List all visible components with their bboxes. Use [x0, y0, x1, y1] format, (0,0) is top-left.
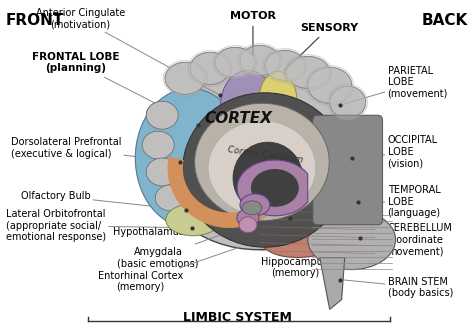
Ellipse shape: [308, 67, 352, 103]
Text: Dorsolateral Prefrontal
(executive & logical): Dorsolateral Prefrontal (executive & log…: [11, 137, 180, 162]
Ellipse shape: [182, 93, 347, 247]
Text: Hypothalamus: Hypothalamus: [113, 208, 252, 237]
Ellipse shape: [142, 131, 174, 159]
Ellipse shape: [168, 208, 196, 232]
Text: Amygdala
(basic emotions): Amygdala (basic emotions): [118, 225, 248, 269]
Ellipse shape: [163, 60, 207, 96]
Ellipse shape: [259, 192, 376, 258]
Ellipse shape: [155, 185, 185, 211]
Ellipse shape: [190, 52, 230, 85]
Ellipse shape: [263, 48, 307, 82]
Polygon shape: [237, 160, 308, 216]
Ellipse shape: [146, 101, 178, 129]
Text: Entorhinal Cortex
(memory): Entorhinal Cortex (memory): [98, 248, 238, 292]
Ellipse shape: [168, 208, 196, 232]
Ellipse shape: [220, 70, 275, 140]
Ellipse shape: [286, 56, 330, 88]
Ellipse shape: [265, 50, 305, 80]
Ellipse shape: [165, 62, 205, 94]
FancyBboxPatch shape: [313, 115, 383, 225]
Ellipse shape: [259, 71, 297, 129]
Ellipse shape: [306, 65, 354, 105]
Text: FRONT: FRONT: [6, 13, 64, 28]
Ellipse shape: [208, 121, 316, 215]
Ellipse shape: [240, 45, 280, 75]
Text: BRAIN STEM
(body basics): BRAIN STEM (body basics): [340, 277, 453, 298]
Text: TEMPORAL
LOBE
(language): TEMPORAL LOBE (language): [358, 185, 441, 218]
Ellipse shape: [330, 86, 365, 118]
Ellipse shape: [240, 45, 280, 75]
Polygon shape: [320, 258, 345, 309]
Ellipse shape: [135, 88, 245, 228]
Ellipse shape: [328, 85, 368, 120]
Ellipse shape: [238, 43, 282, 77]
Ellipse shape: [242, 201, 262, 215]
Ellipse shape: [240, 194, 270, 216]
Ellipse shape: [251, 169, 299, 207]
Ellipse shape: [265, 50, 305, 80]
Ellipse shape: [239, 217, 257, 233]
Text: CORTEX: CORTEX: [204, 111, 272, 126]
Text: BACK: BACK: [422, 13, 468, 28]
Text: FRONTAL LOBE
(planning): FRONTAL LOBE (planning): [32, 52, 196, 124]
Text: PARIETAL
LOBE
(movement): PARIETAL LOBE (movement): [340, 66, 448, 105]
Ellipse shape: [155, 185, 185, 211]
Ellipse shape: [146, 158, 178, 186]
Text: Olfactory Bulb: Olfactory Bulb: [21, 191, 186, 210]
Text: Corpus Callosum: Corpus Callosum: [227, 145, 303, 165]
Ellipse shape: [237, 209, 259, 227]
Text: Anterior Cingulate
(motivation): Anterior Cingulate (motivation): [36, 8, 220, 95]
Text: Hippocampus
(memory): Hippocampus (memory): [261, 218, 328, 278]
Ellipse shape: [166, 204, 220, 236]
Ellipse shape: [308, 210, 395, 270]
Ellipse shape: [213, 45, 257, 79]
Ellipse shape: [190, 52, 230, 85]
Text: OCCIPITAL
LOBE
(vision): OCCIPITAL LOBE (vision): [352, 136, 438, 169]
Ellipse shape: [215, 47, 255, 77]
Text: Lateral Orbitofrontal
(appropriate social/
emotional response): Lateral Orbitofrontal (appropriate socia…: [6, 209, 192, 242]
Ellipse shape: [146, 158, 178, 186]
Ellipse shape: [150, 60, 365, 249]
Ellipse shape: [308, 67, 352, 103]
Ellipse shape: [188, 50, 232, 86]
Text: SENSORY: SENSORY: [285, 23, 358, 70]
Ellipse shape: [233, 142, 303, 214]
Ellipse shape: [142, 131, 174, 159]
Ellipse shape: [215, 47, 255, 77]
Ellipse shape: [165, 62, 205, 94]
Ellipse shape: [146, 101, 178, 129]
Ellipse shape: [165, 62, 205, 94]
Ellipse shape: [215, 47, 255, 77]
Ellipse shape: [190, 52, 230, 85]
Ellipse shape: [284, 54, 332, 90]
Text: LIMBIC SYSTEM: LIMBIC SYSTEM: [182, 311, 292, 324]
Ellipse shape: [286, 56, 330, 88]
Ellipse shape: [195, 103, 329, 221]
Text: CEREBELLUM
(coordinate
movement): CEREBELLUM (coordinate movement): [360, 223, 452, 256]
Ellipse shape: [330, 86, 365, 118]
Text: MOTOR: MOTOR: [230, 11, 276, 69]
